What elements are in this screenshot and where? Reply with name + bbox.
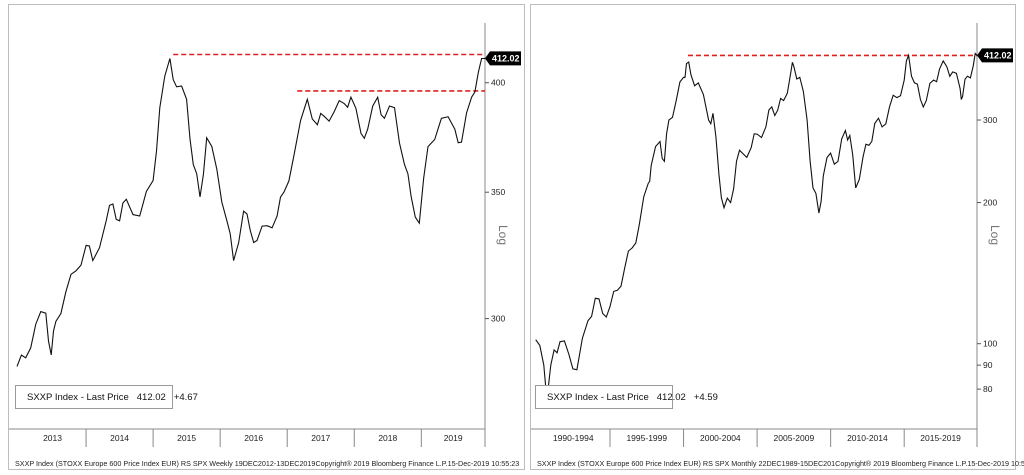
x-category-label: 2014 [110,433,129,443]
y-tick-label: 300 [491,314,505,324]
price-series-line [535,52,978,395]
weekly-legend: SXXP Index - Last Price 412.02 +4.67 [15,385,198,409]
legend-change: +4.67 [173,391,198,403]
last-price-tag [977,48,1013,63]
price-series-line [16,57,485,367]
x-category-label: 2018 [378,433,397,443]
x-category-label: 1995-1999 [626,433,667,443]
y-tick-label: 90 [983,360,993,370]
footer-copyright: Copyright® 2019 Bloomberg Finance L.P. [315,459,448,468]
weekly-chart-svg: 300 350 400 Log 2013 2014 2015 2016 2017 2018 2019… [9,23,521,447]
x-category-label: 2016 [244,433,263,443]
x-category-label: 2017 [311,433,330,443]
footer-timestamp: 15-Dec-2019 10:55:23 [447,459,520,468]
legend-series-name: SXXP Index - Last Price [27,391,129,403]
monthly-chart-svg: 80 90 100 200 300 Log 1990-1994 1995-1999 2000-2… [531,23,1013,447]
weekly-footer: SXXP Index (STOXX Europe 600 Price Index… [15,459,520,468]
y-tick-label: 400 [491,78,505,88]
y-tick-label: 100 [983,339,997,349]
last-price-tag-label: 412.02 [984,50,1012,60]
x-category-label: 2005-2009 [774,433,815,443]
x-category-label: 2013 [43,433,62,443]
y-tick-label: 300 [983,115,997,125]
x-category-label: 2010-2014 [847,433,888,443]
legend-series-name: SXXP Index - Last Price [547,391,649,403]
footer-ticker-info: SXXP Index (STOXX Europe 600 Price Index… [537,459,836,468]
x-category-label: 2000-2004 [700,433,741,443]
monthly-chart-panel: 80 90 100 200 300 Log 1990-1994 1995-1999 2000-2… [530,4,1024,470]
y-tick-label: 200 [983,198,997,208]
axis-scale-label: Log [496,225,510,245]
footer-copyright: Copyright® 2019 Bloomberg Finance L.P. [835,459,968,468]
footer-ticker-info: SXXP Index (STOXX Europe 600 Price Index… [15,459,316,468]
x-category-label: 2015 [177,433,196,443]
y-tick-label: 350 [491,187,505,197]
x-category-label: 1990-1994 [553,433,594,443]
weekly-chart-panel: 300 350 400 Log 2013 2014 2015 2016 2017 2018 2019… [8,4,525,470]
legend-change: +4.59 [693,391,718,403]
axis-scale-label: Log [988,225,1002,245]
x-category-label: 2015-2019 [920,433,961,443]
monthly-footer: SXXP Index (STOXX Europe 600 Price Index… [537,459,1024,468]
legend-last-price: 412.02 [136,391,166,403]
x-category-label: 2019 [444,433,463,443]
footer-timestamp: 15-Dec-2019 10:55:44 [967,459,1024,468]
monthly-legend: SXXP Index - Last Price 412.02 +4.59 [535,385,718,409]
last-price-tag [485,51,521,66]
last-price-tag-label: 412.02 [492,53,520,63]
y-tick-label: 80 [983,384,993,394]
legend-last-price: 412.02 [656,391,686,403]
